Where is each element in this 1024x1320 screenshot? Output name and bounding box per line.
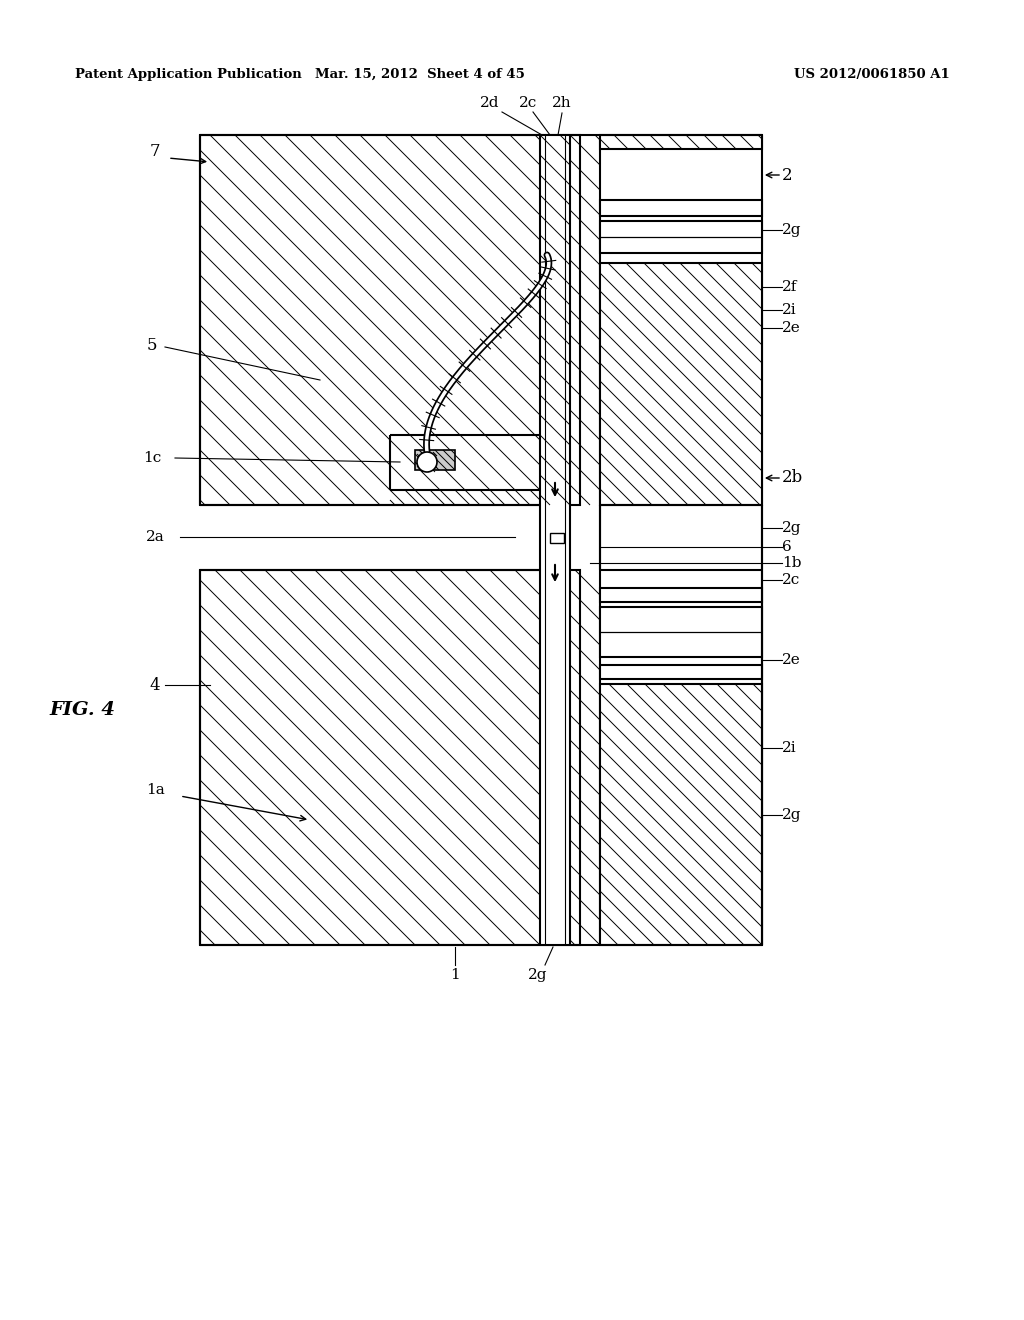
Text: Mar. 15, 2012  Sheet 4 of 45: Mar. 15, 2012 Sheet 4 of 45: [315, 69, 525, 81]
Bar: [600, 263, 762, 506]
Text: 2g: 2g: [782, 521, 802, 535]
Bar: [600, 220, 762, 253]
Text: 2g: 2g: [528, 968, 548, 982]
Text: 4: 4: [150, 676, 161, 693]
Text: 2i: 2i: [782, 741, 797, 755]
Bar: [600, 135, 762, 149]
Text: FIG. 4: FIG. 4: [49, 701, 115, 719]
Bar: [600, 607, 762, 657]
Text: 2e: 2e: [782, 321, 801, 335]
Text: 5: 5: [146, 337, 158, 354]
Bar: [600, 684, 762, 945]
Text: 2i: 2i: [782, 304, 797, 317]
Text: 2h: 2h: [552, 96, 571, 110]
Text: 1: 1: [451, 968, 460, 982]
Bar: [415, 450, 455, 470]
Bar: [550, 532, 564, 543]
Text: 7: 7: [150, 144, 161, 161]
Text: 6: 6: [782, 540, 792, 554]
Bar: [540, 135, 570, 945]
Bar: [200, 570, 580, 945]
Bar: [600, 587, 762, 602]
Circle shape: [417, 451, 437, 473]
Text: 1b: 1b: [782, 556, 802, 570]
Text: 2g: 2g: [782, 223, 802, 238]
Text: 2d: 2d: [480, 96, 500, 110]
Text: 2g: 2g: [782, 808, 802, 822]
Text: 1a: 1a: [145, 783, 165, 797]
Text: 2a: 2a: [145, 531, 165, 544]
Text: 2f: 2f: [782, 280, 798, 294]
Text: US 2012/0061850 A1: US 2012/0061850 A1: [795, 69, 950, 81]
Bar: [600, 201, 762, 216]
Text: 2c: 2c: [519, 96, 538, 110]
Text: 2c: 2c: [782, 573, 800, 587]
Text: 2e: 2e: [782, 653, 801, 667]
Text: 2b: 2b: [782, 470, 803, 487]
Bar: [200, 135, 580, 506]
Text: Patent Application Publication: Patent Application Publication: [75, 69, 302, 81]
Text: 1c: 1c: [143, 451, 161, 465]
Text: 2: 2: [782, 166, 793, 183]
Bar: [600, 665, 762, 678]
